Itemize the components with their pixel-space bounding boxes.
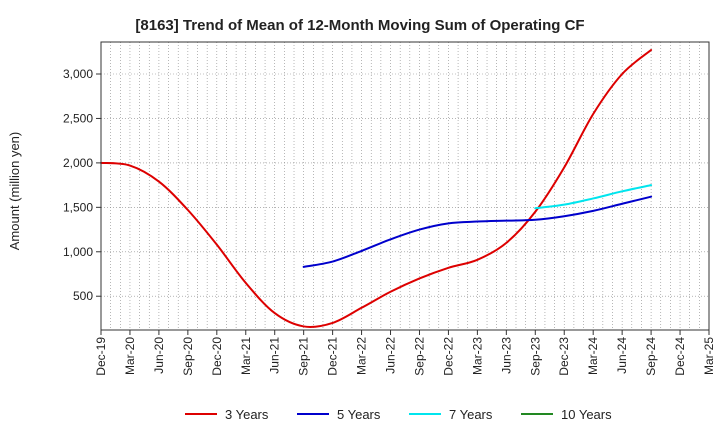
x-axis-ticks: Dec-19 Mar-20 Jun-20 Sep-20 Dec-20 Mar-21 Jun-… <box>94 330 716 376</box>
legend-label: 3 Years <box>225 407 269 422</box>
x-tick-label: Mar-22 <box>355 337 369 375</box>
x-tick-label: Dec-23 <box>557 337 571 376</box>
x-tick-label: Dec-24 <box>673 337 687 376</box>
y-axis-label: Amount (million yen) <box>7 132 22 251</box>
x-tick-label: Mar-20 <box>123 337 137 375</box>
x-tick-label: Dec-21 <box>326 337 340 376</box>
legend: 3 Years 5 Years 7 Years 10 Years <box>185 407 612 422</box>
y-tick-label: 2,500 <box>63 111 93 125</box>
legend-label: 10 Years <box>561 407 612 422</box>
x-tick-label: Sep-24 <box>644 337 658 376</box>
y-tick-label: 3,000 <box>63 67 93 81</box>
series-line-3-years <box>100 49 653 329</box>
x-tick-label: Mar-25 <box>702 337 716 375</box>
plot-frame <box>100 41 710 331</box>
x-tick-label: Dec-22 <box>441 337 455 376</box>
x-tick-label: Mar-23 <box>470 337 484 375</box>
y-axis-ticks: 500 1,000 1,500 2,000 2,500 3,000 <box>63 67 101 303</box>
x-tick-label: Sep-22 <box>412 337 426 376</box>
x-tick-label: Dec-20 <box>210 337 224 376</box>
x-tick-label: Jun-23 <box>499 337 513 374</box>
x-tick-label: Jun-21 <box>268 337 282 374</box>
y-tick-label: 1,500 <box>63 200 93 214</box>
legend-label: 7 Years <box>449 407 493 422</box>
x-tick-label: Mar-24 <box>586 337 600 375</box>
x-tick-label: Sep-21 <box>297 337 311 376</box>
series-lines <box>100 49 653 329</box>
grid-lines <box>101 42 709 330</box>
chart-title: [8163] Trend of Mean of 12-Month Moving … <box>135 17 584 34</box>
x-tick-label: Dec-19 <box>94 337 108 376</box>
series-line-7-years <box>534 184 653 210</box>
y-tick-label: 500 <box>73 289 93 303</box>
x-tick-label: Mar-21 <box>239 337 253 375</box>
y-tick-label: 2,000 <box>63 156 93 170</box>
x-tick-label: Sep-23 <box>528 337 542 376</box>
x-tick-label: Sep-20 <box>181 337 195 376</box>
x-tick-label: Jun-20 <box>152 337 166 374</box>
x-tick-label: Jun-24 <box>615 337 629 374</box>
x-tick-label: Jun-22 <box>384 337 398 374</box>
series-line-5-years <box>302 195 653 268</box>
y-tick-label: 1,000 <box>63 245 93 259</box>
legend-label: 5 Years <box>337 407 381 422</box>
